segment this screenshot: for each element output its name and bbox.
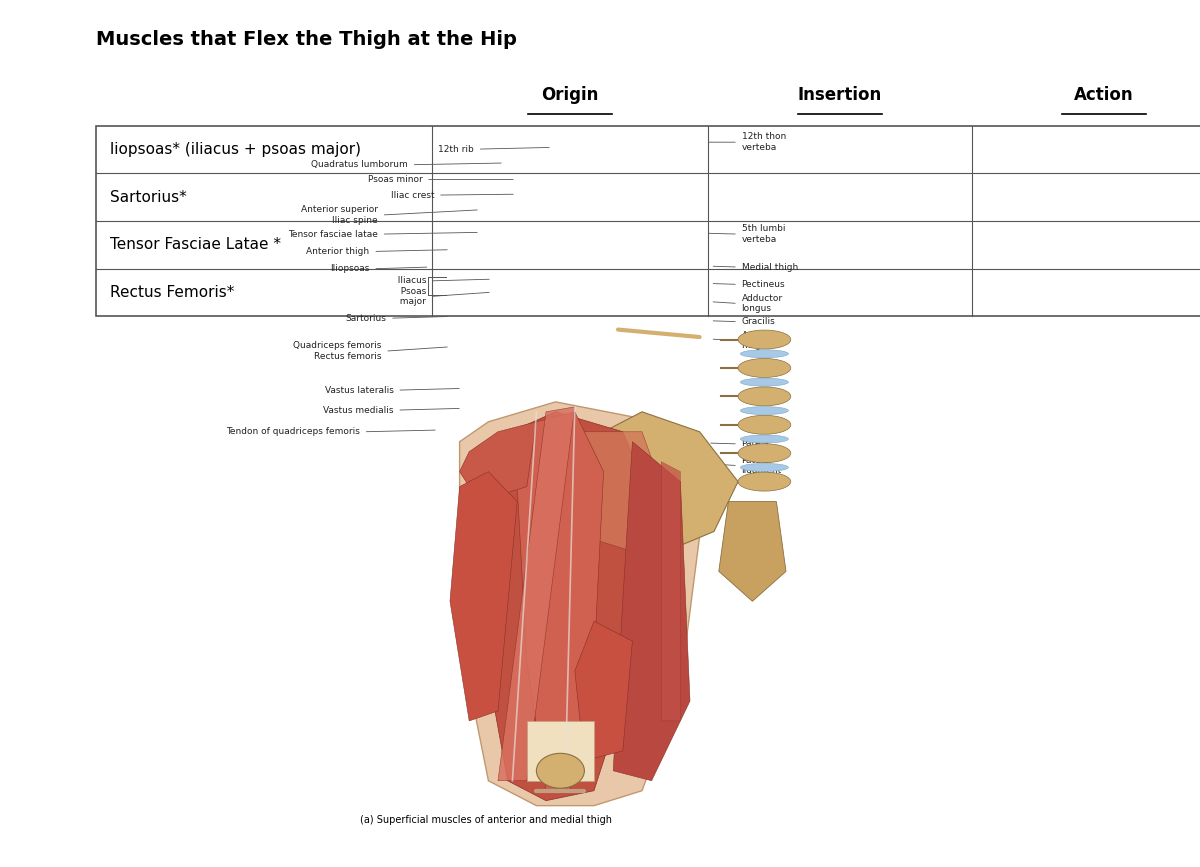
Text: Patela: Patela <box>742 440 769 448</box>
Text: Vastus medialis: Vastus medialis <box>323 406 394 414</box>
Ellipse shape <box>536 753 584 788</box>
Text: 12th thon
verteba: 12th thon verteba <box>742 133 786 152</box>
Text: Patelar
ligament: Patelar ligament <box>742 456 782 475</box>
Ellipse shape <box>738 330 791 349</box>
Polygon shape <box>565 432 671 551</box>
Ellipse shape <box>738 473 791 491</box>
Polygon shape <box>613 442 690 780</box>
Bar <box>96 126 1200 316</box>
Text: Iliac crest: Iliac crest <box>391 191 434 199</box>
Text: Gracilis: Gracilis <box>742 317 775 326</box>
Text: Origin: Origin <box>541 86 599 104</box>
Text: Pectineus: Pectineus <box>742 280 785 289</box>
Text: Sartorius: Sartorius <box>346 314 386 323</box>
Text: Medial thigh: Medial thigh <box>742 263 798 271</box>
Polygon shape <box>498 407 575 780</box>
Text: Quadratus lumborum: Quadratus lumborum <box>311 160 408 169</box>
Text: Tendon of quadriceps femoris: Tendon of quadriceps femoris <box>226 427 360 436</box>
Polygon shape <box>527 721 594 780</box>
Polygon shape <box>575 621 632 761</box>
Polygon shape <box>517 412 604 791</box>
Text: liopsoas* (iliacus + psoas major): liopsoas* (iliacus + psoas major) <box>110 142 361 157</box>
Polygon shape <box>719 501 786 602</box>
Ellipse shape <box>740 407 788 414</box>
Ellipse shape <box>740 435 788 443</box>
Polygon shape <box>460 422 536 501</box>
Polygon shape <box>469 412 652 801</box>
Text: Iliacus: Iliacus <box>391 277 426 285</box>
Ellipse shape <box>738 387 791 406</box>
Ellipse shape <box>738 415 791 434</box>
Text: Anterior thigh: Anterior thigh <box>306 247 370 256</box>
Text: 5th lumbi
verteba: 5th lumbi verteba <box>742 225 785 244</box>
Text: Anterior superior
Iliac spine: Anterior superior Iliac spine <box>301 205 378 225</box>
Text: Psoas minor: Psoas minor <box>367 175 422 184</box>
Text: Muscles that Flex the Thigh at the Hip: Muscles that Flex the Thigh at the Hip <box>96 30 517 49</box>
Text: Tensor Fasciae Latae *: Tensor Fasciae Latae * <box>110 238 281 252</box>
Text: Action: Action <box>1074 86 1134 104</box>
Text: 12th rib: 12th rib <box>438 145 474 153</box>
Ellipse shape <box>738 444 791 463</box>
Text: Vastus lateralis: Vastus lateralis <box>325 386 394 394</box>
Ellipse shape <box>740 464 788 472</box>
Ellipse shape <box>740 378 788 386</box>
Text: Psoas
  major: Psoas major <box>394 287 426 306</box>
Text: (a) Superficial muscles of anterior and medial thigh: (a) Superficial muscles of anterior and … <box>360 815 612 825</box>
Polygon shape <box>460 402 700 805</box>
Text: Sartorius*: Sartorius* <box>110 190 187 205</box>
Text: Adductor
magnus: Adductor magnus <box>742 331 782 350</box>
Polygon shape <box>584 412 738 551</box>
Ellipse shape <box>740 349 788 358</box>
Ellipse shape <box>738 358 791 377</box>
Text: Iliopsoas: Iliopsoas <box>330 264 370 273</box>
Text: Insertion: Insertion <box>798 86 882 104</box>
Polygon shape <box>450 472 517 721</box>
Text: Tensor fasciae latae: Tensor fasciae latae <box>288 230 378 238</box>
Text: Rectus Femoris*: Rectus Femoris* <box>110 285 235 300</box>
Polygon shape <box>661 462 680 721</box>
Text: Adductor
longus: Adductor longus <box>742 294 782 313</box>
Text: Quadriceps femoris
Rectus femoris: Quadriceps femoris Rectus femoris <box>293 342 382 361</box>
